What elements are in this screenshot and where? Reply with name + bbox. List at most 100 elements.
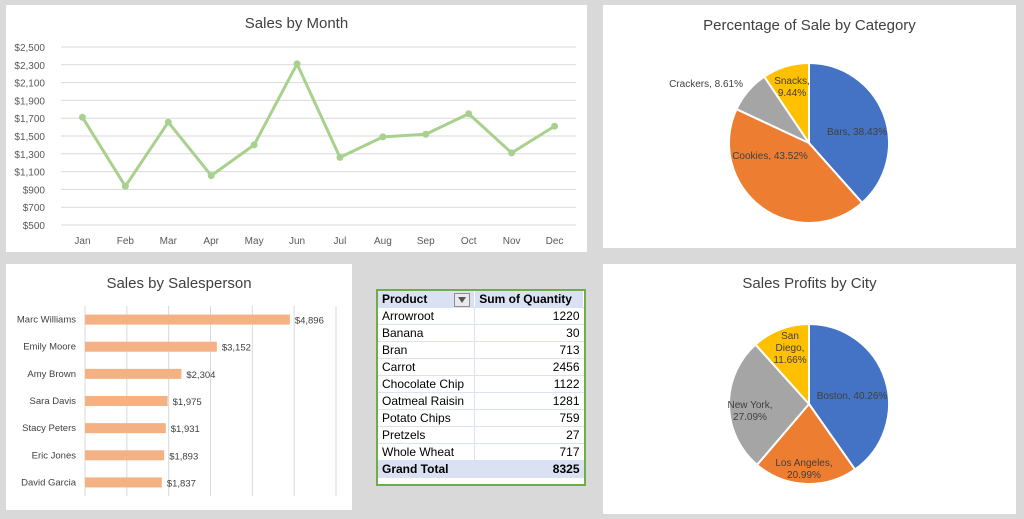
slice-label: Crackers, 8.61% [669, 79, 743, 90]
sales-by-month-chart: $500 $700 $900 $1,100 $1,300 $1,500 $1,700 $1,9… [14, 43, 576, 247]
product-cell[interactable]: Chocolate Chip [378, 375, 476, 393]
product-header: Product [378, 291, 476, 308]
chart-title: Sales by Salesperson [106, 275, 252, 292]
quantity-cell[interactable]: 27 [474, 426, 584, 444]
data-label: $4,896 [295, 316, 324, 327]
pie-slice [762, 61, 810, 147]
bar [85, 477, 162, 488]
quantity-header: Sum of Quantity [474, 291, 584, 308]
quantity-cell[interactable]: 717 [474, 443, 584, 461]
table-row: Potato Chips 759 [378, 409, 584, 427]
product-cell[interactable]: Bran [378, 341, 476, 359]
quantity-cell[interactable]: 1122 [474, 375, 584, 393]
quantity-cell[interactable]: 2456 [474, 358, 584, 376]
pie-slice [808, 322, 890, 471]
x-tick-label: Oct [461, 236, 477, 247]
data-label: $1,893 [169, 451, 198, 462]
series-line [81, 62, 556, 188]
pie-slice [808, 61, 890, 205]
x-tick-label: Jan [74, 236, 90, 247]
x-tick-label: Feb [117, 236, 135, 247]
table-row: Pretzels 27 [378, 426, 584, 444]
data-point [121, 182, 129, 190]
y-tick-label: $1,100 [14, 168, 45, 179]
x-tick-label: Dec [546, 236, 564, 247]
pie-slice [754, 322, 810, 407]
data-label: $2,304 [186, 370, 215, 381]
product-cell[interactable]: Banana [378, 324, 476, 342]
quantity-cell[interactable]: 1220 [474, 307, 584, 325]
chart-title: Sales Profits by City [742, 275, 877, 292]
category-pie-chart: Bars, 38.43% Cookies, 43.52% Crackers, 8.6… [669, 61, 890, 224]
x-tick-label: Nov [503, 236, 521, 247]
slice-label: Boston, 40.26% [817, 391, 888, 402]
city-pie-panel: Sales Profits by City Boston, 40.26% Los … [603, 264, 1016, 514]
category-label: Emily Moore [23, 342, 76, 353]
slice-label: San Diego, 11.66% [773, 331, 806, 366]
data-point [336, 153, 344, 161]
x-tick-label: Mar [160, 236, 178, 247]
x-tick-label: May [245, 236, 264, 247]
x-tick-label: Jun [289, 236, 305, 247]
category-label: Eric Jones [32, 450, 77, 461]
quantity-cell[interactable]: 759 [474, 409, 584, 427]
data-point [250, 141, 258, 149]
bar [85, 450, 165, 461]
product-cell[interactable]: Carrot [378, 358, 476, 376]
bar [85, 341, 217, 352]
x-tick-label: Apr [203, 236, 219, 247]
table-row: Carrot 2456 [378, 358, 584, 376]
data-point [551, 122, 559, 130]
filter-dropdown-icon[interactable] [454, 292, 471, 307]
grand-total-value: 8325 [474, 460, 584, 478]
data-point [379, 133, 387, 141]
data-label: $3,152 [222, 343, 251, 354]
table-row: Banana 30 [378, 324, 584, 342]
y-tick-label: $1,300 [14, 150, 45, 161]
pie-slice [728, 107, 864, 224]
y-tick-label: $1,500 [14, 132, 45, 143]
product-cell[interactable]: Potato Chips [378, 409, 476, 427]
table-row: Whole Wheat 717 [378, 443, 584, 461]
city-pie-chart: Boston, 40.26% Los Angeles, 20.99% New York… [727, 322, 890, 485]
chart-title: Sales by Month [244, 15, 349, 32]
slice-label: Snacks, 9.44% [774, 76, 810, 99]
product-cell[interactable]: Oatmeal Raisin [378, 392, 476, 410]
quantity-cell[interactable]: 30 [474, 324, 584, 342]
pivot-grid: Product Sum of Quantity Arrowroot 1220 Ban… [378, 291, 584, 478]
category-label: Marc Williams [17, 315, 76, 326]
data-point [78, 113, 86, 121]
table-row: Oatmeal Raisin 1281 [378, 392, 584, 410]
pie-slice [755, 402, 857, 485]
bar [85, 314, 290, 325]
y-tick-label: $2,100 [14, 79, 45, 90]
table-row: Chocolate Chip 1122 [378, 375, 584, 393]
product-cell[interactable]: Pretzels [378, 426, 476, 444]
table-row: Bran 713 [378, 341, 584, 359]
product-cell[interactable]: Arrowroot [378, 307, 476, 325]
slice-label: Cookies, 43.52% [732, 151, 808, 162]
salesperson-panel: Sales by Salesperson Marc Williams $4,896… [6, 264, 352, 510]
pivot-body: Arrowroot 1220 Banana 30 Bran 713 Carrot 2456 Ch… [378, 307, 584, 478]
category-label: David Garcia [21, 477, 77, 488]
grand-total-label: Grand Total [378, 460, 475, 478]
slice-label: Bars, 38.43% [827, 127, 887, 138]
y-tick-label: $2,300 [14, 61, 45, 72]
y-tick-label: $700 [23, 203, 46, 214]
salesperson-bar-chart: Marc Williams $4,896 Emily Moore $3,152 Amy … [17, 306, 337, 496]
quantity-cell[interactable]: 713 [474, 341, 584, 359]
data-label: $1,837 [167, 478, 196, 489]
bar [85, 396, 168, 406]
category-pie-panel: Percentage of Sale by Category Bars, 38.… [603, 5, 1016, 248]
data-point [293, 60, 301, 68]
x-tick-label: Jul [334, 236, 347, 247]
product-cell[interactable]: Whole Wheat [378, 443, 476, 461]
category-label: Amy Brown [27, 369, 76, 380]
quantity-cell[interactable]: 1281 [474, 392, 584, 410]
category-label: Stacy Peters [22, 423, 76, 434]
bar [85, 423, 166, 434]
y-tick-label: $900 [23, 185, 46, 196]
y-tick-label: $1,700 [14, 114, 45, 125]
x-tick-label: Aug [374, 236, 392, 247]
y-tick-label: $2,500 [14, 43, 45, 54]
